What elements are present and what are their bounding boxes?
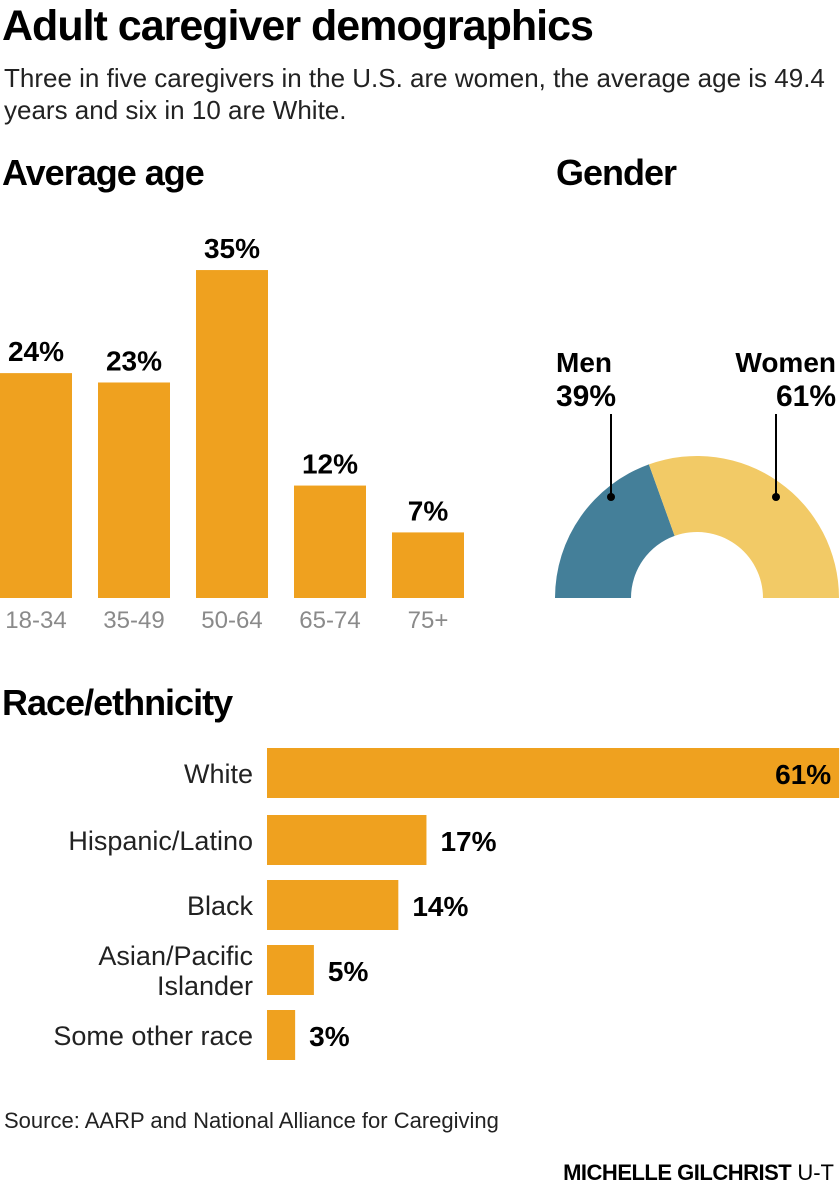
race-bar-label: 3% — [309, 1021, 350, 1052]
age-bar-65-74 — [294, 485, 366, 598]
gender-value-label: 39% — [556, 380, 616, 413]
age-bar-35-49 — [98, 382, 170, 598]
age-bar-label: 23% — [106, 345, 162, 376]
race-category-label: Some other race — [53, 1021, 253, 1051]
age-tick-label: 18-34 — [5, 607, 66, 634]
gender-value-label: 61% — [776, 380, 836, 413]
age-chart-title: Average age — [2, 152, 205, 193]
race-bar — [267, 815, 427, 865]
age-bar-75+ — [392, 532, 464, 598]
race-bar — [267, 1010, 296, 1060]
race-bar — [267, 748, 840, 798]
gender-slice-men — [555, 464, 675, 598]
gender-category-label: Women — [735, 347, 836, 378]
race-bar-label: 5% — [328, 956, 369, 987]
age-bar-label: 24% — [8, 336, 64, 367]
race-chart-title: Race/ethnicity — [2, 682, 233, 723]
race-bar-label: 61% — [775, 759, 831, 790]
age-bar-label: 7% — [408, 495, 449, 526]
age-bar-18-34 — [0, 373, 72, 598]
race-category-label: Asian/Pacific — [98, 941, 253, 971]
credit-org: U-T — [797, 1160, 834, 1185]
age-tick-label: 50-64 — [201, 607, 262, 634]
gender-leader-dot — [772, 493, 780, 501]
gender-leader-dot — [607, 493, 615, 501]
age-bar-50-64 — [196, 270, 268, 598]
gender-category-label: Men — [556, 347, 612, 378]
race-bar — [267, 880, 399, 930]
age-tick-label: 35-49 — [103, 607, 164, 634]
age-bar-label: 35% — [204, 233, 260, 264]
age-tick-label: 65-74 — [299, 607, 360, 634]
race-category-label: White — [184, 759, 253, 789]
gender-chart-title: Gender — [556, 152, 677, 193]
credit-name: MICHELLE GILCHRIST — [563, 1160, 792, 1185]
gender-slice-women — [648, 456, 839, 598]
race-bar — [267, 945, 314, 995]
credit: MICHELLE GILCHRIST U-T — [563, 1160, 834, 1186]
age-bar-label: 12% — [302, 449, 358, 480]
age-tick-label: 75+ — [408, 607, 449, 634]
race-category-label: Islander — [157, 971, 253, 1001]
chart-subtitle: Three in five caregivers in the U.S. are… — [4, 63, 825, 125]
race-category-label: Hispanic/Latino — [68, 826, 253, 856]
race-bar-label: 17% — [440, 826, 496, 857]
chart-title: Adult caregiver demographics — [2, 2, 594, 50]
race-category-label: Black — [187, 891, 254, 921]
source-note: Source: AARP and National Alliance for C… — [4, 1108, 499, 1133]
race-bar-label: 14% — [412, 891, 468, 922]
